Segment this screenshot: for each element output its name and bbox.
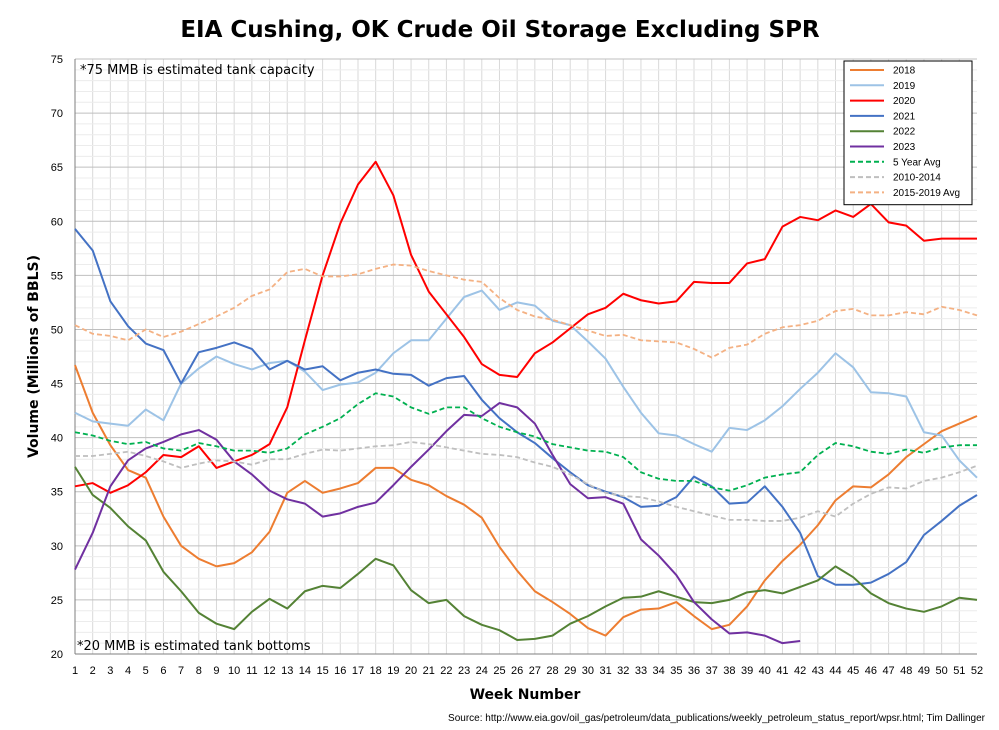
x-tick-label: 50 [936, 665, 948, 677]
x-tick-label: 25 [493, 665, 505, 677]
x-tick-label: 46 [865, 665, 877, 677]
x-tick-label: 35 [670, 665, 682, 677]
x-tick-label: 11 [246, 665, 257, 677]
x-tick-label: 28 [546, 665, 558, 677]
y-tick-label: 35 [51, 487, 63, 499]
x-tick-label: 19 [387, 665, 399, 677]
y-tick-label: 50 [51, 324, 63, 336]
series-line-2023 [74, 402, 801, 645]
y-axis-title: Volume (Millions of BBLS) [26, 255, 42, 458]
legend: 2018 2019 2020 2021 2022 2023 5 Year Avg 2010-2… [843, 60, 973, 206]
x-tick-label: 2 [90, 665, 96, 677]
x-tick-label: 34 [653, 665, 665, 677]
source-note: Source: http://www.eia.gov/oil_gas/petro… [448, 713, 986, 724]
x-tick-label: 1 [72, 665, 78, 677]
x-tick-label: 6 [160, 665, 166, 677]
x-tick-label: 36 [688, 665, 700, 677]
x-tick-label: 39 [741, 665, 753, 677]
x-tick-label: 38 [723, 665, 735, 677]
x-tick-label: 30 [582, 665, 594, 677]
series-line-2018 [74, 364, 978, 637]
x-tick-label: 43 [812, 665, 824, 677]
x-tick-label: 48 [900, 665, 912, 677]
series-line-2022 [74, 466, 978, 641]
x-tick-label: 21 [423, 665, 435, 677]
y-tick-label: 70 [51, 108, 63, 120]
series-line-2020 [74, 160, 977, 494]
x-tick-label: 33 [635, 665, 647, 677]
capacity-annotation: *75 MMB is estimated tank capacity [80, 63, 315, 78]
x-tick-label: 45 [847, 665, 859, 677]
plot-area [75, 59, 977, 654]
x-tick-label: 13 [281, 665, 293, 677]
y-tick-label: 20 [51, 649, 63, 661]
x-tick-label: 47 [882, 665, 894, 677]
legend-label: 2010-2014 [893, 173, 941, 184]
x-tick-label: 40 [759, 665, 771, 677]
x-tick-label: 44 [829, 665, 841, 677]
series-line-2021 [74, 228, 978, 586]
x-tick-label: 42 [794, 665, 806, 677]
y-tick-label: 65 [51, 162, 63, 174]
series-lines [74, 160, 978, 645]
legend-label: 2021 [893, 111, 916, 122]
x-tick-label: 23 [458, 665, 470, 677]
x-tick-label: 3 [107, 665, 113, 677]
x-tick-label: 4 [125, 665, 131, 677]
x-tick-label: 8 [196, 665, 202, 677]
x-tick-label: 24 [476, 665, 488, 677]
x-tick-label: 37 [706, 665, 718, 677]
x-tick-label: 22 [440, 665, 452, 677]
legend-label: 2019 [893, 81, 916, 92]
series-line-2015-2019-avg [74, 263, 978, 359]
y-tick-label: 30 [51, 541, 63, 553]
y-tick-label: 55 [51, 270, 63, 282]
x-tick-label: 52 [971, 665, 983, 677]
x-tick-label: 20 [405, 665, 417, 677]
legend-label: 2018 [893, 66, 916, 77]
x-tick-label: 9 [213, 665, 219, 677]
x-tick-label: 29 [564, 665, 576, 677]
y-tick-label: 60 [51, 216, 63, 228]
chart-title: EIA Cushing, OK Crude Oil Storage Exclud… [180, 17, 820, 43]
x-tick-label: 49 [918, 665, 930, 677]
legend-label: 2022 [893, 127, 916, 138]
x-tick-label: 27 [529, 665, 541, 677]
tank-bottoms-annotation: *20 MMB is estimated tank bottoms [77, 639, 311, 654]
x-tick-label: 7 [178, 665, 184, 677]
x-tick-label: 10 [228, 665, 240, 677]
x-axis-title: Week Number [470, 687, 581, 703]
x-tick-label: 12 [263, 665, 275, 677]
x-tick-label: 41 [776, 665, 788, 677]
x-tick-label: 17 [352, 665, 364, 677]
series-line-2010-2014 [75, 441, 978, 522]
x-tick-label: 26 [511, 665, 523, 677]
x-tick-label: 16 [334, 665, 346, 677]
x-tick-label: 14 [299, 665, 311, 677]
legend-label: 5 Year Avg [893, 157, 941, 168]
x-tick-label: 51 [953, 665, 965, 677]
legend-label: 2023 [893, 142, 916, 153]
x-tick-label: 5 [143, 665, 149, 677]
y-tick-label: 45 [51, 379, 63, 391]
legend-label: 2015-2019 Avg [893, 188, 960, 199]
series-line-2019 [74, 289, 978, 479]
series-line-5-year-avg [74, 392, 977, 492]
x-tick-label: 15 [316, 665, 328, 677]
y-tick-label: 40 [51, 433, 63, 445]
y-tick-label: 25 [51, 595, 63, 607]
legend-label: 2020 [893, 96, 916, 107]
x-tick-label: 18 [370, 665, 382, 677]
x-tick-label: 31 [599, 665, 611, 677]
x-tick-label: 32 [617, 665, 629, 677]
y-tick-label: 75 [51, 54, 63, 66]
